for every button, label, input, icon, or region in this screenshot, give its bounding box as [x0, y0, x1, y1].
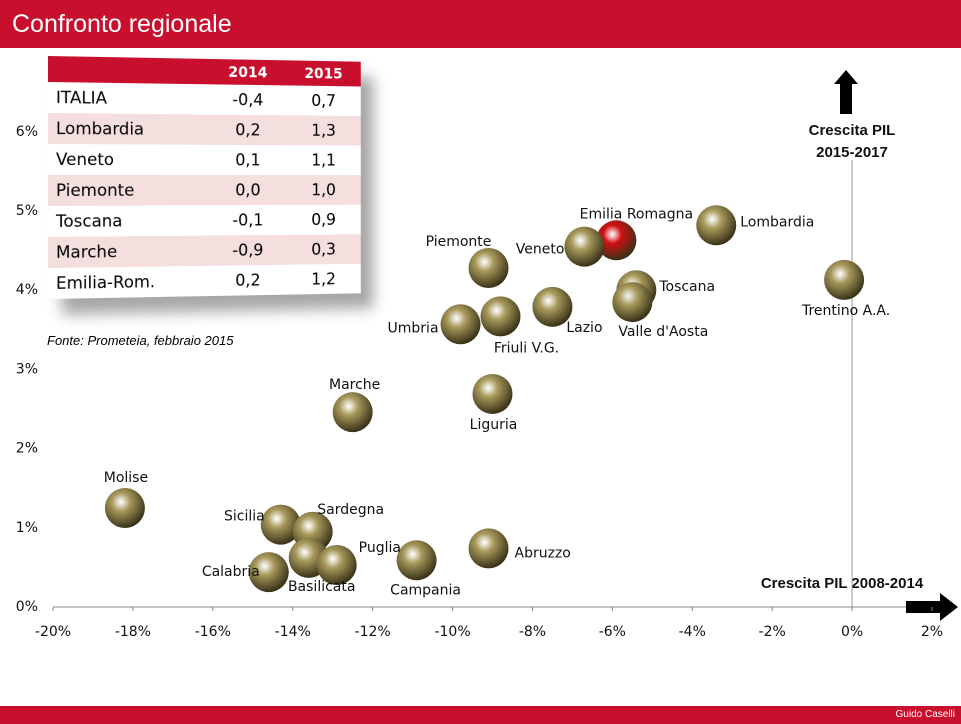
y-tick-label: 1% — [16, 520, 38, 536]
bubble — [532, 286, 573, 327]
bubble — [696, 205, 737, 246]
table-value: 1,0 — [285, 175, 361, 205]
bubble — [596, 220, 637, 261]
x-tick-label: -6% — [599, 624, 626, 640]
y-axis-label: Crescita PIL — [809, 122, 896, 139]
bubble — [472, 373, 513, 414]
y-tick-label: 3% — [16, 361, 38, 377]
column-header: 2014 — [209, 58, 286, 86]
x-tick-label: -16% — [195, 624, 231, 640]
table-value: 0,7 — [311, 91, 336, 111]
row-label: ITALIA — [55, 87, 107, 109]
point-label: Friuli V.G. — [494, 340, 559, 356]
bubble — [612, 282, 653, 323]
y-tick-label: 2% — [16, 441, 38, 457]
point-label: Marche — [329, 377, 380, 393]
y-tick-label: 4% — [16, 282, 38, 298]
table-value: 0,1 — [235, 150, 261, 170]
point-label: Sardegna — [317, 502, 384, 518]
bubble — [468, 528, 509, 569]
table-value: 0,3 — [285, 234, 361, 265]
point-label: Piemonte — [426, 234, 492, 250]
bubble — [480, 296, 521, 337]
x-tick-label: -12% — [355, 624, 391, 640]
bubble — [396, 540, 437, 581]
row-label: Marche — [48, 235, 210, 268]
table-corner — [48, 56, 210, 85]
x-tick-label: 0% — [841, 624, 863, 640]
point-label: Calabria — [202, 564, 260, 580]
x-tick-label: -2% — [759, 624, 786, 640]
bubble — [332, 392, 373, 433]
table-value: 0,2 — [209, 114, 286, 146]
bubble — [824, 259, 865, 300]
table-row: Toscana -0,1 0,9 — [48, 205, 361, 237]
row-label: Emilia-Rom. — [55, 271, 156, 294]
point-label: Liguria — [470, 417, 518, 433]
source: Fonte: Prometeia, febbraio 2015 — [47, 333, 234, 348]
table-value: 1,2 — [311, 269, 336, 289]
row-label: Veneto — [55, 149, 115, 170]
table-row: Emilia-Rom. 0,2 1,2 — [48, 264, 361, 299]
y-tick-label: 6% — [16, 124, 38, 140]
bubble — [248, 552, 289, 593]
y-tick-label: 0% — [16, 599, 38, 615]
point-label: Veneto — [516, 242, 565, 258]
bubble — [468, 248, 509, 289]
table-value: -0,1 — [232, 210, 264, 231]
x-tick-label: -18% — [115, 624, 151, 640]
point-label: Sicilia — [224, 509, 265, 525]
table-value: 0,0 — [209, 175, 286, 206]
y-tick-label: 5% — [16, 203, 38, 219]
point-label: Puglia — [359, 540, 401, 556]
point-label: Abruzzo — [515, 545, 571, 561]
x-tick-label: 2% — [921, 624, 943, 640]
bubble — [104, 488, 145, 528]
x-axis-label: Crescita PIL 2008-2014 — [761, 575, 924, 592]
point-label: Basilicata — [288, 579, 356, 595]
table-value: 0,2 — [235, 270, 261, 291]
table: 2014 2015 ITALIA -0,4 0,7 Lombardia 0,2 1,3 Vene… — [48, 56, 361, 299]
up-arrow — [834, 70, 858, 114]
x-tick-label: -14% — [275, 624, 311, 640]
point-label: Valle d'Aosta — [618, 324, 708, 340]
bubble — [440, 304, 481, 345]
table-row: Lombardia 0,2 1,3 — [48, 113, 361, 146]
row-label: Toscana — [55, 211, 123, 232]
bubble — [260, 504, 301, 545]
y-axis-label: 2015-2017 — [816, 144, 888, 161]
header: Confronto regionale — [0, 0, 961, 48]
table-row: Piemonte 0,0 1,0 — [48, 175, 361, 206]
table-value: -0,9 — [209, 234, 286, 266]
x-tick-label: -4% — [679, 624, 706, 640]
point-label: Toscana — [658, 279, 715, 295]
x-tick-label: -20% — [35, 624, 71, 640]
point-label: Trentino A.A. — [801, 303, 890, 319]
inset-table: 2014 2015 ITALIA -0,4 0,7 Lombardia 0,2 1,3 Vene… — [48, 56, 361, 299]
point-label: Campania — [390, 582, 461, 598]
footer: Guido Caselli — [0, 706, 961, 724]
point-label: Lombardia — [740, 214, 814, 230]
point-label: Molise — [104, 470, 148, 486]
table-row: Marche -0,9 0,3 — [48, 234, 361, 268]
table-value: 1,3 — [285, 115, 361, 146]
column-header: 2015 — [285, 60, 361, 87]
point-label: Umbria — [388, 320, 439, 336]
table-row: Veneto 0,1 1,1 — [48, 144, 361, 175]
table-row: ITALIA -0,4 0,7 — [48, 82, 361, 116]
row-label: Lombardia — [48, 113, 210, 145]
table-value: 0,9 — [311, 210, 336, 230]
bubble — [316, 545, 357, 586]
x-tick-label: -10% — [434, 624, 470, 640]
x-tick-label: -8% — [519, 624, 546, 640]
table-value: 1,1 — [311, 150, 336, 170]
bubble — [564, 226, 605, 267]
row-label: Piemonte — [48, 175, 210, 206]
point-label: Lazio — [566, 320, 602, 336]
point-label: Emilia Romagna — [580, 206, 693, 222]
table-value: -0,4 — [232, 89, 264, 110]
